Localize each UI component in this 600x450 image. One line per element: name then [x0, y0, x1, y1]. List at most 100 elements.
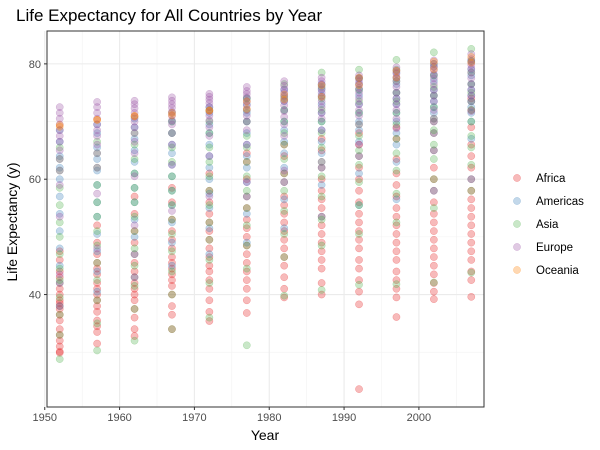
data-point: [317, 137, 326, 146]
data-point: [430, 71, 438, 80]
data-point: [130, 244, 139, 253]
data-point: [242, 109, 251, 117]
data-point: [430, 80, 438, 88]
data-point: [168, 120, 176, 129]
data-point: [55, 331, 64, 339]
data-point: [168, 93, 176, 102]
data-point: [392, 134, 401, 143]
data-point: [392, 280, 401, 289]
data-point: [242, 158, 251, 166]
data-point: [392, 88, 401, 97]
data-point: [430, 60, 438, 68]
data-point: [93, 155, 101, 163]
data-point: [467, 91, 476, 100]
data-point: [355, 209, 363, 218]
data-point: [55, 126, 64, 135]
data-point: [280, 261, 289, 270]
data-point: [242, 238, 251, 247]
data-point: [242, 204, 251, 212]
data-point: [205, 99, 214, 107]
data-point: [93, 244, 101, 253]
data-point: [130, 140, 139, 149]
data-point: [242, 309, 251, 317]
data-point: [168, 310, 176, 319]
data-point: [430, 253, 438, 261]
data-point: [467, 107, 476, 116]
data-point: [317, 215, 326, 224]
data-point: [168, 201, 176, 210]
data-point: [467, 256, 476, 264]
data-point: [93, 247, 101, 256]
data-point: [205, 317, 214, 325]
data-point: [93, 221, 101, 230]
gridlines: [44, 31, 484, 407]
data-point: [392, 68, 401, 77]
series-africa: [55, 94, 476, 393]
legend-item-americas: Americas: [513, 196, 584, 208]
data-point: [130, 258, 139, 267]
data-point: [355, 280, 363, 289]
data-point: [317, 134, 326, 143]
data-point: [355, 109, 363, 117]
data-point: [130, 261, 139, 270]
data-point: [130, 123, 139, 132]
legend: Africa Americas Asia Europe Oceania: [513, 173, 584, 277]
data-point: [280, 77, 289, 86]
data-point: [355, 175, 363, 184]
data-point: [168, 282, 176, 290]
data-point: [392, 195, 401, 204]
data-point: [168, 172, 176, 181]
data-point: [355, 137, 363, 146]
data-point: [93, 241, 101, 250]
data-point: [317, 100, 326, 109]
legend-label: Oceania: [536, 265, 579, 277]
data-point: [280, 117, 289, 126]
data-point: [467, 106, 476, 114]
data-point: [317, 204, 326, 212]
data-point: [130, 212, 139, 221]
data-point: [93, 284, 101, 293]
data-point: [467, 97, 476, 106]
data-point: [392, 65, 401, 74]
legend-key: [513, 174, 521, 182]
data-point: [93, 279, 101, 287]
data-point: [355, 227, 363, 235]
data-point: [130, 238, 139, 247]
data-point: [430, 97, 438, 106]
data-point: [168, 302, 176, 310]
data-point: [392, 256, 401, 264]
data-point: [205, 308, 214, 316]
data-point: [205, 106, 214, 115]
data-point: [392, 149, 401, 158]
data-point: [168, 201, 176, 210]
data-point: [355, 201, 363, 210]
series-oceania: [55, 53, 476, 131]
data-point: [430, 48, 438, 57]
data-point: [55, 302, 64, 310]
data-point: [93, 114, 101, 123]
data-point: [93, 115, 101, 124]
data-point: [430, 129, 438, 137]
data-point: [392, 238, 401, 247]
data-point: [93, 198, 101, 207]
data-point: [168, 129, 176, 137]
data-point: [280, 230, 289, 238]
data-point: [242, 149, 251, 158]
data-point: [430, 278, 438, 287]
data-point: [392, 109, 401, 117]
data-point: [355, 129, 363, 137]
data-point: [280, 218, 289, 227]
data-point: [55, 316, 64, 325]
data-point: [242, 158, 251, 166]
data-point: [130, 227, 139, 235]
data-point: [93, 120, 101, 129]
data-point: [55, 325, 64, 333]
data-point: [355, 140, 363, 149]
data-point: [55, 212, 64, 221]
data-point: [168, 235, 176, 244]
data-point: [242, 101, 251, 110]
data-point: [55, 192, 64, 201]
data-point: [205, 106, 214, 114]
data-point: [317, 149, 326, 158]
data-point: [430, 146, 438, 155]
